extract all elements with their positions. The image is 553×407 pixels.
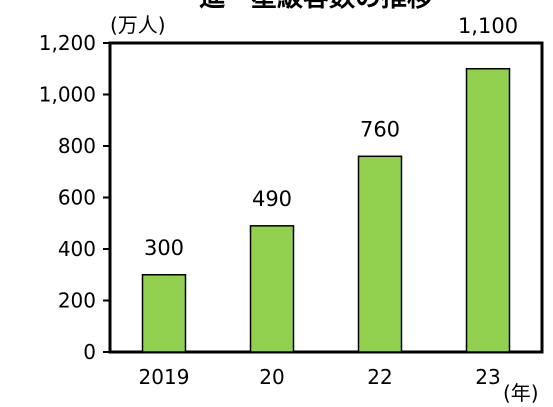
x-tick-label: 23 [475,365,500,389]
data-label: 490 [252,187,292,211]
data-label: 300 [144,236,184,260]
bar [141,274,187,353]
y-tick-label: 600 [58,186,96,210]
x-tick-label: 2019 [139,365,190,389]
bar [357,155,403,353]
y-tick-label: 1,200 [39,31,96,55]
bar [249,225,295,353]
data-label: 760 [360,117,400,141]
y-tick-label: 800 [58,134,96,158]
x-axis-unit-label: (年) [503,381,539,405]
x-tick-label: 20 [259,365,284,389]
data-label: 1,100 [458,14,518,38]
bar [465,68,511,353]
y-tick-label: 400 [58,237,96,261]
bar-series [141,68,511,353]
y-tick-label: 1,000 [39,83,96,107]
data-labels: 300 490 760 1,100 [144,14,518,260]
y-axis-unit-label: (万人) [110,13,166,37]
x-tick-label: 22 [367,365,392,389]
y-tick-label: 200 [58,289,96,313]
chart-title: 進一星級客数の推移 [199,0,433,13]
y-axis: 0 200 400 600 800 1,000 1,200 [39,31,110,364]
y-tick-label: 0 [83,340,96,364]
x-axis: 2019 20 22 23 [139,365,501,389]
